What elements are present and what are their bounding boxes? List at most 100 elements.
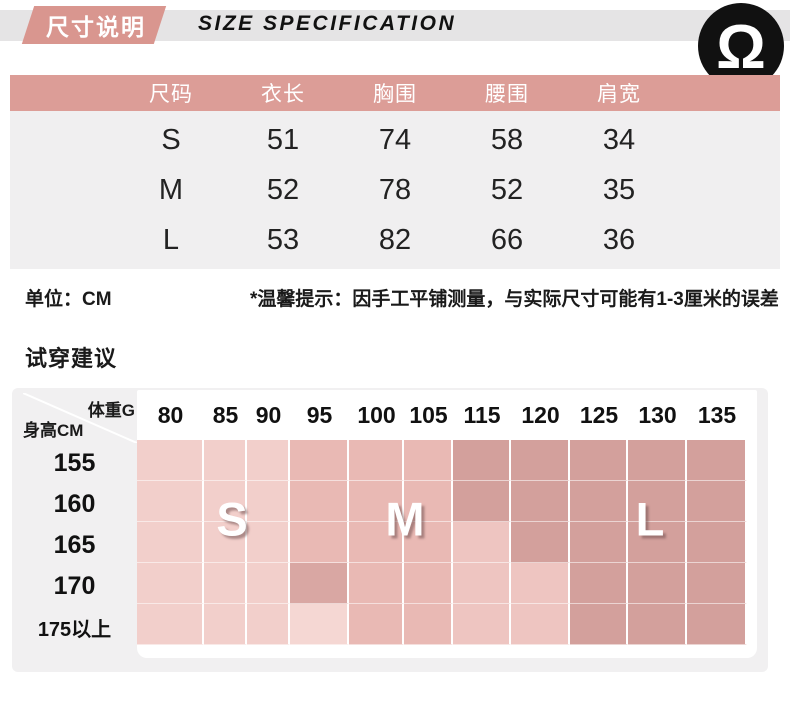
section-title: SIZE SPECIFICATION (198, 12, 457, 35)
fit-cell (687, 481, 747, 522)
weight-tick: 80 (157, 401, 184, 428)
weight-tick: 135 (697, 401, 737, 428)
size-cell: 53 (266, 223, 300, 256)
fit-cell (628, 604, 687, 645)
weight-axis-label: 体重G (87, 401, 135, 420)
size-zone-label-m: M (385, 492, 425, 546)
fit-cell (247, 440, 290, 481)
fit-cell (349, 481, 404, 522)
fit-cell (511, 440, 570, 481)
fit-cell (453, 522, 511, 563)
fit-cell (349, 440, 404, 481)
weight-tick: 100 (357, 401, 396, 428)
fit-cell (404, 522, 453, 563)
weight-tick: 90 (255, 401, 282, 428)
size-cell: 52 (266, 173, 300, 206)
fit-cell (349, 522, 404, 563)
size-cell: 34 (602, 123, 636, 156)
height-tick: 155 (53, 449, 96, 477)
fit-row (137, 604, 747, 645)
fit-cell (453, 440, 511, 481)
fit-cell (137, 604, 204, 645)
fit-panel: 80 85 90 95 100 105 115 120 125 130 135 S M L (137, 390, 757, 658)
fit-cell (404, 604, 453, 645)
size-cell: 82 (378, 223, 412, 256)
fit-cell (404, 481, 453, 522)
fit-cell (290, 522, 349, 563)
fit-cell (204, 522, 247, 563)
size-zone-label-l: L (635, 492, 665, 546)
weight-tick: 95 (306, 401, 333, 428)
fit-chart: 体重G 身高CM 155 160 165 170 175以上 80 85 90 95 100 10… (12, 388, 768, 672)
fit-cell (687, 522, 747, 563)
fit-row (137, 481, 747, 522)
unit-note: 单位：CM (25, 289, 112, 310)
fit-cell (349, 604, 404, 645)
fit-cell (290, 440, 349, 481)
fit-cell (247, 563, 290, 604)
fit-cell (137, 522, 204, 563)
fit-cell (204, 440, 247, 481)
height-tick: 170 (53, 572, 96, 600)
fit-cell (453, 481, 511, 522)
height-labels: 155 160 165 170 175以上 (12, 443, 137, 648)
weight-tick: 105 (409, 401, 448, 428)
fit-cell (628, 522, 687, 563)
fit-heading: 试穿建议 (25, 346, 118, 371)
size-zone-label-s: S (216, 492, 248, 546)
fit-cell (137, 440, 204, 481)
fit-cell (687, 563, 747, 604)
size-table-header: 尺码 衣长 胸围 腰围 肩宽 (10, 75, 780, 111)
fit-cell (290, 481, 349, 522)
fit-cell (570, 563, 628, 604)
fit-cell (570, 481, 628, 522)
axis-corner-cell: 体重G 身高CM (23, 393, 137, 443)
size-col-header: 肩宽 (597, 83, 641, 106)
size-cell: 66 (490, 223, 524, 256)
height-tick: 175以上 (37, 619, 112, 641)
size-cell: 74 (378, 123, 412, 156)
size-row: L 53 82 66 36 (115, 224, 675, 257)
fit-cell (687, 604, 747, 645)
size-table-body: S 51 74 58 34 M 52 78 52 35 L 53 82 66 36 (10, 111, 780, 269)
fit-cell (570, 522, 628, 563)
weight-tick: 85 (212, 401, 239, 428)
fit-cell (247, 522, 290, 563)
height-axis-label: 身高CM (23, 421, 84, 440)
size-table: 尺码 衣长 胸围 腰围 肩宽 S 51 74 58 34 M 52 78 52 35 L 53 82 66 36 (10, 75, 780, 269)
fit-cell (687, 440, 747, 481)
size-cell: 58 (490, 123, 524, 156)
fit-cell (247, 481, 290, 522)
size-cell: 36 (602, 223, 636, 256)
fit-row (137, 522, 747, 563)
fit-cell (453, 563, 511, 604)
lululemon-logo-icon: Ω (698, 3, 784, 89)
weight-tick: 115 (463, 401, 501, 428)
fit-cell (349, 563, 404, 604)
fit-cell (570, 604, 628, 645)
fit-cell (204, 481, 247, 522)
size-col-header: 腰围 (485, 83, 529, 106)
size-row: S 51 74 58 34 (115, 124, 675, 157)
fit-cell (511, 563, 570, 604)
fit-cell (290, 563, 349, 604)
fit-cell (404, 563, 453, 604)
size-cell: 35 (602, 173, 636, 206)
size-col-header: 衣长 (261, 83, 305, 106)
size-cell: M (158, 173, 184, 206)
fit-row (137, 563, 747, 604)
fit-cell (204, 604, 247, 645)
size-col-header: 胸围 (373, 83, 417, 106)
fit-cell (290, 604, 349, 645)
diagonal-line (23, 393, 137, 443)
height-tick: 165 (53, 531, 96, 559)
weight-labels: 80 85 90 95 100 105 115 120 125 130 135 (137, 390, 757, 440)
fit-cell (137, 563, 204, 604)
height-tick: 160 (53, 490, 96, 518)
fit-cell (628, 563, 687, 604)
weight-tick: 130 (638, 401, 677, 428)
fit-cell (511, 522, 570, 563)
fit-row (137, 440, 747, 481)
size-cell: L (162, 223, 180, 256)
